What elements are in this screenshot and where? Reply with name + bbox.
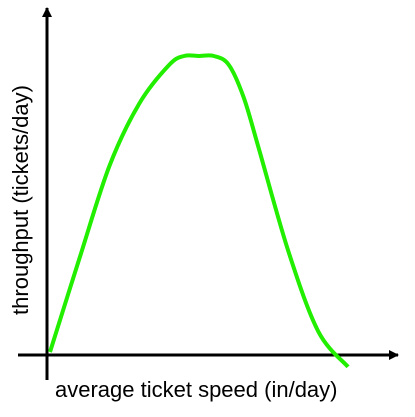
y-axis-label: throughput (tickets/day) bbox=[8, 85, 33, 315]
series-group bbox=[48, 53, 350, 369]
x-axis-label: average ticket speed (in/day) bbox=[55, 377, 338, 402]
series-line-0 bbox=[48, 53, 350, 369]
